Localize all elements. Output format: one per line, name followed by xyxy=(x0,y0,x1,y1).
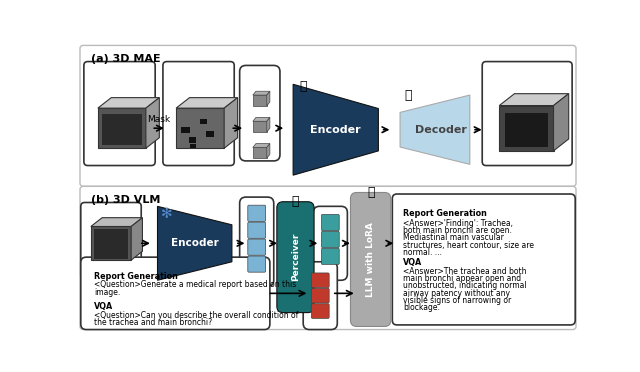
Polygon shape xyxy=(94,230,128,259)
Polygon shape xyxy=(102,114,142,145)
FancyBboxPatch shape xyxy=(248,205,266,221)
Text: ✻: ✻ xyxy=(161,207,173,221)
Bar xyxy=(190,144,196,148)
FancyBboxPatch shape xyxy=(313,206,348,280)
Polygon shape xyxy=(176,108,224,148)
Text: Perceiver: Perceiver xyxy=(291,233,300,281)
FancyBboxPatch shape xyxy=(248,222,266,238)
Polygon shape xyxy=(91,218,143,227)
Bar xyxy=(180,126,190,133)
Text: main bronchi appear open and: main bronchi appear open and xyxy=(403,274,522,283)
Text: 🔥: 🔥 xyxy=(300,80,307,93)
FancyBboxPatch shape xyxy=(321,214,339,231)
Text: airway patency without any: airway patency without any xyxy=(403,289,510,298)
Text: Mask: Mask xyxy=(147,115,171,124)
FancyBboxPatch shape xyxy=(163,62,234,166)
Text: VQA: VQA xyxy=(403,257,422,267)
Polygon shape xyxy=(91,227,131,260)
Text: unobstructed, indicating normal: unobstructed, indicating normal xyxy=(403,281,527,291)
Polygon shape xyxy=(267,91,270,106)
Text: 🔥: 🔥 xyxy=(404,89,412,102)
Polygon shape xyxy=(253,147,267,158)
Polygon shape xyxy=(253,118,270,121)
Text: <Answer>'Finding': Trachea,: <Answer>'Finding': Trachea, xyxy=(403,219,513,228)
FancyBboxPatch shape xyxy=(248,239,266,255)
Text: (b) 3D VLM: (b) 3D VLM xyxy=(91,195,160,205)
Text: Report Generation: Report Generation xyxy=(403,209,487,218)
Polygon shape xyxy=(253,121,267,132)
FancyBboxPatch shape xyxy=(311,273,329,288)
Text: structures, heart contour, size are: structures, heart contour, size are xyxy=(403,241,534,250)
FancyBboxPatch shape xyxy=(84,62,155,166)
Text: visible signs of narrowing or: visible signs of narrowing or xyxy=(403,296,511,305)
FancyBboxPatch shape xyxy=(392,194,575,325)
Polygon shape xyxy=(98,97,159,108)
FancyBboxPatch shape xyxy=(311,304,329,318)
FancyBboxPatch shape xyxy=(311,288,329,303)
Text: Encoder: Encoder xyxy=(310,125,361,135)
Text: <Question>Can you describe the overall condition of: <Question>Can you describe the overall c… xyxy=(94,311,298,320)
Text: both main bronchi are open.: both main bronchi are open. xyxy=(403,226,512,235)
FancyBboxPatch shape xyxy=(482,62,572,166)
Text: the trachea and main bronchi?: the trachea and main bronchi? xyxy=(94,318,212,327)
FancyBboxPatch shape xyxy=(248,256,266,272)
Bar xyxy=(200,119,207,124)
Text: VQA: VQA xyxy=(94,302,113,311)
Text: 🔥: 🔥 xyxy=(292,195,300,208)
Polygon shape xyxy=(157,206,232,280)
Polygon shape xyxy=(98,108,146,148)
Polygon shape xyxy=(400,95,470,164)
Polygon shape xyxy=(499,94,569,106)
Text: normal. ...: normal. ... xyxy=(403,248,442,257)
FancyBboxPatch shape xyxy=(81,257,270,330)
FancyBboxPatch shape xyxy=(80,186,576,330)
Text: blockage.: blockage. xyxy=(403,303,440,312)
Polygon shape xyxy=(253,144,270,147)
Text: LLM with LoRA: LLM with LoRA xyxy=(366,222,375,297)
Text: Report Generation: Report Generation xyxy=(94,272,178,281)
Polygon shape xyxy=(131,218,143,260)
FancyBboxPatch shape xyxy=(321,231,339,247)
Text: Encoder: Encoder xyxy=(171,238,219,248)
Polygon shape xyxy=(267,118,270,132)
Polygon shape xyxy=(253,91,270,95)
Polygon shape xyxy=(554,94,569,151)
Polygon shape xyxy=(176,97,237,108)
Text: (a) 3D MAE: (a) 3D MAE xyxy=(91,54,161,64)
FancyBboxPatch shape xyxy=(277,202,314,312)
Polygon shape xyxy=(267,144,270,158)
Polygon shape xyxy=(505,113,548,147)
Bar xyxy=(205,131,214,137)
Text: image.: image. xyxy=(94,288,120,296)
FancyBboxPatch shape xyxy=(81,202,141,279)
Polygon shape xyxy=(499,106,554,151)
Text: Decoder: Decoder xyxy=(415,125,467,135)
Polygon shape xyxy=(293,84,378,175)
FancyBboxPatch shape xyxy=(351,192,391,327)
Polygon shape xyxy=(253,95,267,106)
FancyBboxPatch shape xyxy=(303,262,337,330)
Bar xyxy=(189,137,196,143)
FancyBboxPatch shape xyxy=(80,45,576,186)
Text: Mediastinal main vascular: Mediastinal main vascular xyxy=(403,233,504,242)
Polygon shape xyxy=(146,97,159,148)
Text: <Answer>The trachea and both: <Answer>The trachea and both xyxy=(403,267,527,276)
Text: <Question>Generate a medical report based on this: <Question>Generate a medical report base… xyxy=(94,280,296,289)
Text: 🔥: 🔥 xyxy=(367,186,374,199)
Polygon shape xyxy=(224,97,237,148)
FancyBboxPatch shape xyxy=(321,248,339,264)
FancyBboxPatch shape xyxy=(239,197,274,286)
FancyBboxPatch shape xyxy=(239,65,280,161)
